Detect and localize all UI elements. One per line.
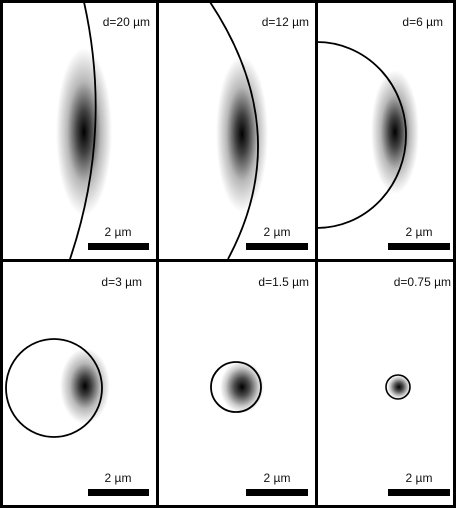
panel-label: d=1.5 µm [258, 275, 309, 289]
intensity-spot [371, 70, 419, 194]
panel-label: d=0.75 µm [394, 275, 451, 289]
panel-label: d=3 µm [101, 275, 142, 289]
panel-6: d=0.75 µm 2 µm [385, 275, 451, 496]
boundary-circle [385, 374, 411, 400]
scale-bar [88, 489, 149, 496]
panel-5: d=1.5 µm 2 µm [210, 275, 309, 496]
scale-bar [246, 243, 308, 250]
panel-3: d=6 µm 2 µm [317, 15, 450, 250]
intensity-spot [216, 56, 268, 212]
scale-bar-label: 2 µm [406, 225, 433, 239]
boundary-circle [210, 361, 262, 413]
panel-label: d=12 µm [262, 15, 309, 29]
panel-1: d=20 µm 2 µm [56, 2, 150, 259]
panel-2: d=12 µm 2 µm [209, 2, 309, 259]
scale-bar [388, 489, 450, 496]
panel-4: d=3 µm 2 µm [5, 275, 149, 496]
scale-bar [88, 243, 149, 250]
boundary-arc [317, 41, 407, 229]
scale-bar-label: 2 µm [105, 471, 132, 485]
scale-bar-label: 2 µm [264, 225, 291, 239]
scale-bar-label: 2 µm [105, 225, 132, 239]
boundary-circle [5, 338, 103, 438]
scale-bar [388, 243, 450, 250]
panel-label: d=6 µm [402, 15, 443, 29]
intensity-spot [220, 361, 264, 413]
intensity-spot [56, 48, 112, 216]
boundary-arc [69, 2, 97, 259]
panel-label: d=20 µm [103, 15, 150, 29]
intensity-spot [387, 375, 411, 399]
scale-bar [246, 489, 308, 496]
boundary-arc [209, 2, 259, 259]
scale-bar-label: 2 µm [406, 471, 433, 485]
scale-bar-label: 2 µm [264, 471, 291, 485]
